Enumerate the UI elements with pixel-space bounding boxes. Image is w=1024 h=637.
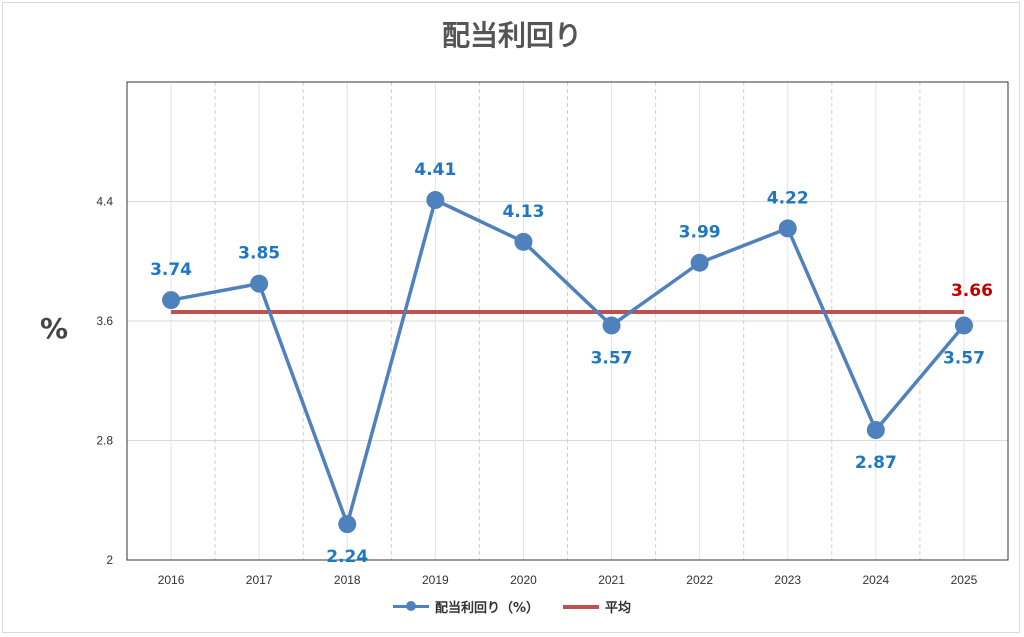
average-data-label: 3.66 (951, 281, 993, 301)
legend-item-average: 平均 (563, 597, 631, 616)
data-label: 3.99 (679, 223, 721, 243)
chart-title: 配当利回り (441, 19, 582, 52)
data-point (778, 219, 797, 238)
legend: 配当利回り（%） 平均 (0, 597, 1024, 616)
x-tick-label: 2024 (862, 573, 889, 587)
data-label: 3.57 (591, 348, 633, 368)
data-label: 2.24 (326, 547, 368, 567)
data-label: 4.22 (767, 188, 809, 208)
legend-label-yield: 配当利回り（%） (434, 601, 539, 616)
x-tick-label: 2020 (510, 573, 537, 587)
data-label: 2.87 (855, 453, 897, 473)
data-point (866, 421, 885, 440)
x-tick-label: 2018 (334, 573, 361, 587)
data-point (514, 232, 533, 251)
x-tick-label: 2025 (951, 573, 978, 587)
plot-border (126, 81, 1009, 561)
y-tick-label: 2.8 (96, 434, 113, 448)
y-tick-label: 3.6 (96, 314, 113, 328)
data-label: 4.41 (414, 160, 456, 180)
x-tick-label: 2021 (598, 573, 625, 587)
x-tick-label: 2016 (158, 573, 185, 587)
data-point (602, 316, 621, 335)
x-tick-label: 2023 (774, 573, 801, 587)
data-label: 3.85 (238, 244, 280, 264)
legend-label-average: 平均 (605, 601, 632, 616)
x-tick-label: 2019 (422, 573, 449, 587)
data-label: 3.74 (150, 260, 192, 280)
data-point (250, 274, 269, 293)
y-tick-label: 2 (106, 553, 113, 567)
y-axis-label: % (40, 312, 69, 345)
data-point (426, 191, 445, 210)
legend-item-yield: 配当利回り（%） (392, 597, 539, 616)
y-tick-label: 4.4 (96, 195, 113, 209)
data-point (162, 291, 181, 310)
x-tick-label: 2017 (246, 573, 273, 587)
legend-marker-yield (392, 601, 429, 611)
data-label: 4.13 (502, 202, 544, 222)
data-point (690, 253, 709, 272)
x-tick-label: 2022 (686, 573, 713, 587)
data-point (954, 316, 973, 335)
legend-marker-average (563, 604, 599, 609)
yield-series-line (170, 198, 966, 526)
data-point (338, 515, 357, 534)
data-label: 3.57 (943, 348, 985, 368)
